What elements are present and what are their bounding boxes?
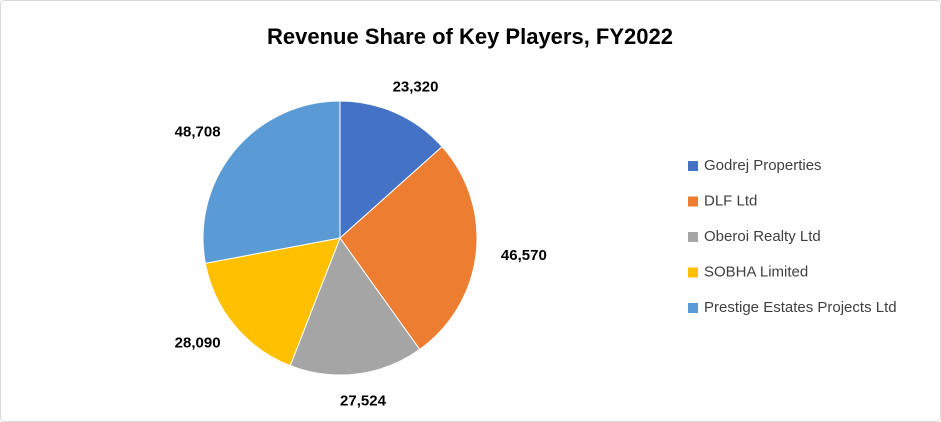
legend-marker — [688, 232, 698, 242]
data-label: 46,570 — [501, 247, 547, 264]
legend-text: DLF Ltd — [704, 192, 757, 209]
data-label: 28,090 — [175, 334, 221, 351]
legend-text: Godrej Properties — [704, 157, 822, 174]
pie-slice — [204, 237, 341, 367]
legend-text: Oberoi Realty Ltd — [704, 228, 821, 245]
legend-text: Prestige Estates Projects Ltd — [704, 299, 897, 316]
pie-slice — [339, 145, 478, 351]
data-label: 48,708 — [175, 124, 221, 141]
data-label: 27,524 — [340, 393, 387, 410]
pie-slice — [202, 100, 341, 264]
pie-slice — [339, 100, 443, 240]
legend-marker — [688, 196, 698, 207]
legend-marker — [688, 303, 698, 313]
legend-marker — [688, 267, 698, 278]
chart-title: Revenue Share of Key Players, FY2022 — [267, 24, 673, 49]
legend-marker — [688, 161, 698, 171]
pie-slice — [289, 236, 421, 376]
legend-text: SOBHA Limited — [704, 263, 808, 280]
data-label: 23,320 — [393, 78, 439, 95]
